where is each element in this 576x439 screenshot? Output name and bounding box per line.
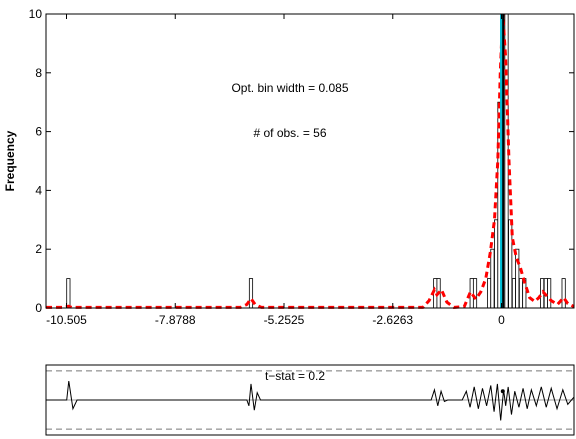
y-tick-label-2: 4 (35, 183, 42, 197)
histogram-bars (66, 13, 566, 309)
histogram-bar-7 (490, 248, 495, 309)
y-tick-label-3: 6 (35, 125, 42, 139)
histogram-bar-8 (494, 219, 499, 309)
histogram-bar-0 (66, 278, 71, 309)
y-axis: 0 2 4 6 8 10 (29, 7, 574, 315)
y-axis-label: Frequency (3, 130, 17, 191)
y-tick-label-0: 0 (35, 301, 42, 315)
tstat-label: t−stat = 0.2 (265, 369, 325, 383)
tstat-marker (500, 389, 505, 394)
histogram-bar-20 (561, 278, 566, 309)
tstat-trace (46, 380, 575, 421)
bin-width-annotation: Opt. bin width = 0.085 (231, 81, 348, 95)
tstat-axes-frame (45, 364, 575, 436)
tstat-panel: t−stat = 0.2 (45, 364, 575, 436)
x-tick-label-0: -10.505 (46, 313, 87, 327)
histogram-bar-5 (472, 278, 478, 309)
y-tick-label-5: 10 (29, 7, 43, 21)
y-tick-label-1: 2 (35, 242, 42, 256)
histogram-panel: 0 2 4 6 8 10 -10.505 -7.8788 -5.2525 -2.6263 0 Fr… (3, 7, 575, 327)
histogram-bar-19 (547, 278, 552, 309)
histogram-bar-1 (248, 278, 254, 309)
density-curve (46, 13, 575, 309)
histogram-bar-6 (487, 278, 492, 309)
x-tick-label-1: -7.8788 (155, 313, 196, 327)
reference-lines (500, 14, 505, 308)
y-tick-label-4: 8 (35, 66, 42, 80)
x-tick-label-2: -5.2525 (264, 313, 305, 327)
histogram-bar-15 (518, 278, 524, 309)
histogram-axes-frame (45, 13, 575, 309)
histogram-bar-14 (515, 248, 520, 309)
x-tick-label-3: -2.6263 (372, 313, 413, 327)
histogram-bar-13 (511, 278, 517, 309)
x-axis: -10.505 -7.8788 -5.2525 -2.6263 0 (46, 14, 505, 327)
obs-count-annotation: # of obs. = 56 (253, 126, 326, 140)
x-tick-label-4: 0 (498, 313, 505, 327)
